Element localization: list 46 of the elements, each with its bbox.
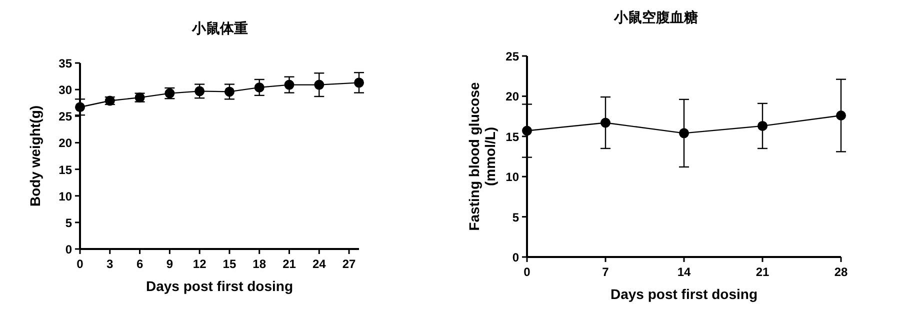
y-tick-label: 25 [58, 110, 72, 124]
y-tick-label: 15 [506, 130, 520, 144]
point [224, 86, 234, 97]
x-tick-label: 6 [136, 257, 144, 271]
x-tick-label: 14 [677, 265, 691, 279]
x-tick-label: 27 [342, 257, 356, 271]
x-tick-label: 28 [834, 265, 848, 279]
point [522, 126, 532, 136]
x-tick-label: 0 [524, 265, 531, 279]
point [679, 128, 689, 138]
x-tick-label: 3 [106, 257, 114, 271]
y-axis-title: Body weight(g) [27, 105, 43, 207]
chart-title: 小鼠体重 [191, 21, 248, 37]
y-tick-label: 30 [58, 83, 72, 98]
x-tick-label: 9 [166, 257, 174, 271]
point [354, 78, 364, 88]
y-tick-label: 35 [58, 56, 72, 70]
point [314, 80, 324, 90]
x-tick-label: 24 [312, 257, 326, 271]
point [758, 120, 768, 131]
y-tick-label: 5 [65, 216, 72, 230]
point [284, 80, 294, 90]
y-axis-title: Fasting blood glucose (mmol/L) [466, 82, 498, 231]
y-tick-label: 0 [65, 242, 72, 256]
point [600, 118, 610, 128]
x-tick-label: 7 [602, 265, 610, 279]
chart-title: 小鼠空腹血糖 [613, 9, 698, 26]
y-tick-label: 10 [58, 189, 72, 204]
point [836, 110, 846, 120]
x-tick-label: 15 [222, 257, 236, 271]
y-tick-label: 5 [512, 210, 520, 224]
y-tick-label: 20 [506, 90, 520, 104]
x-axis-title: Days post first dosing [146, 278, 294, 294]
x-tick-label: 0 [76, 257, 84, 271]
y-tick-label: 10 [506, 170, 520, 184]
y-tick-label: 25 [506, 50, 520, 64]
x-tick-label: 21 [282, 257, 296, 271]
x-tick-label: 12 [192, 257, 207, 271]
x-tick-label: 21 [756, 265, 770, 279]
y-tick-label: 15 [58, 162, 72, 177]
x-axis-title: Days post first dosing [610, 286, 758, 302]
point [75, 102, 85, 112]
point [194, 86, 205, 96]
x-tick-label: 18 [252, 257, 266, 271]
point [254, 82, 264, 92]
y-tick-label: 20 [58, 136, 72, 150]
